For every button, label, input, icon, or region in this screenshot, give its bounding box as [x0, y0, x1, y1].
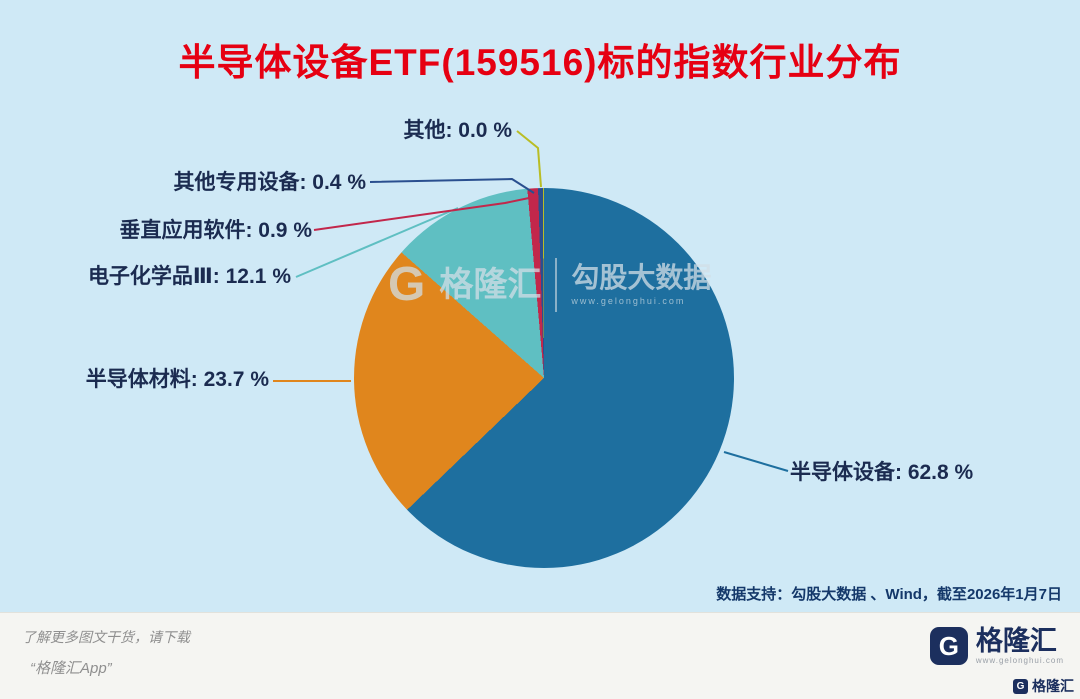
pie-label-vertical-app-software: 垂直应用软件: 0.9 % [119, 219, 312, 242]
pie-label-other-special-equipment: 其他专用设备: 0.4 % [173, 171, 366, 194]
corner-logo-text: 格隆汇 [1032, 678, 1074, 694]
corner-g-icon: G [1013, 678, 1028, 694]
leader-line-other [516, 130, 542, 188]
pie-label-semiconductor-equipment: 半导体设备: 62.8 % [790, 461, 974, 484]
chart-title: 半导体设备ETF(159516)标的指数行业分布 [178, 42, 902, 83]
gelonghui-g-icon: G [929, 627, 968, 665]
gelonghui-logo: G 格隆汇 www.gelonghui.com [929, 626, 1064, 665]
pie-chart [354, 188, 734, 568]
data-source-note: 数据支持：勾股大数据 、Wind，截至2026年1月7日 [716, 586, 1062, 603]
footer-promo-line2: “格隆汇App” [30, 660, 112, 677]
gelonghui-logo-url: www.gelonghui.com [975, 655, 1064, 665]
leader-line-semiconductor-equipment [723, 451, 789, 472]
pie-label-other: 其他: 0.0 % [403, 119, 512, 142]
pie-label-electronic-chemicals: 电子化学品Ⅲ: 12.1 % [87, 265, 291, 288]
footer-promo-line1: 了解更多图文干货，请下载 [22, 629, 190, 645]
pie-label-semiconductor-materials: 半导体材料: 23.7 % [85, 368, 269, 391]
footer-bar: 了解更多图文干货，请下载 “格隆汇App” G 格隆汇 www.gelonghu… [0, 612, 1080, 699]
gelonghui-logo-text: 格隆汇 [975, 626, 1057, 657]
corner-logo: G 格隆汇 [1013, 676, 1074, 696]
